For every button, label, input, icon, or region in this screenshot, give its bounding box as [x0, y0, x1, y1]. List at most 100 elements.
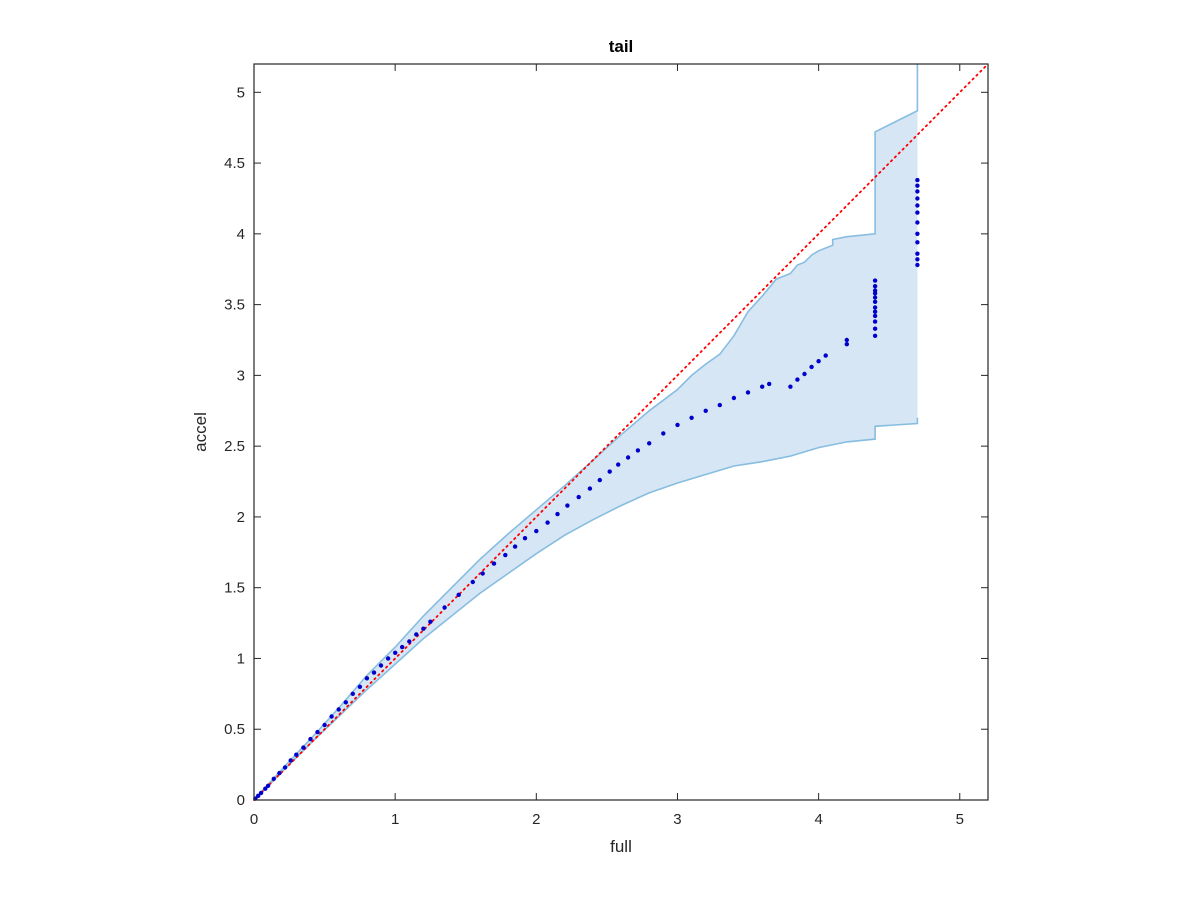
data-point [635, 448, 641, 453]
data-points-layer [253, 177, 920, 801]
y-tick-label: 1 [237, 650, 245, 667]
axes-frame [253, 63, 989, 801]
data-point [689, 415, 694, 420]
y-tick-label: 0 [237, 792, 245, 809]
data-point [545, 520, 550, 525]
data-point [277, 770, 282, 776]
data-point [731, 395, 737, 401]
data-point [357, 684, 363, 689]
data-point [625, 455, 631, 460]
data-point [480, 571, 485, 576]
x-tick-label: 3 [673, 811, 681, 828]
data-point [816, 359, 821, 364]
data-point [294, 752, 299, 757]
data-point [271, 776, 276, 781]
data-point [872, 305, 878, 310]
data-point [915, 251, 920, 256]
data-point [767, 381, 772, 387]
y-tick-label: 5 [237, 84, 245, 101]
data-point [503, 552, 508, 558]
data-point [378, 663, 384, 668]
y-tick-label: 0.5 [224, 721, 245, 738]
data-point [587, 486, 593, 491]
data-point [872, 313, 878, 319]
data-point [872, 326, 878, 331]
data-point [788, 384, 793, 389]
data-point [282, 765, 288, 770]
data-point [371, 670, 377, 675]
data-point [802, 371, 807, 377]
data-point [872, 299, 878, 304]
data-point [456, 592, 461, 597]
data-point [258, 790, 264, 796]
data-point [915, 196, 920, 201]
data-point [288, 758, 293, 763]
data-point [703, 408, 708, 413]
x-tick-label: 2 [532, 811, 540, 828]
data-point [872, 288, 878, 293]
data-point [647, 441, 652, 446]
data-point [915, 177, 920, 183]
data-point [265, 783, 271, 788]
data-point [393, 650, 398, 655]
data-point [565, 503, 570, 508]
data-point [607, 469, 612, 474]
data-point [675, 422, 680, 428]
data-point [915, 257, 920, 262]
y-axis-label: accel [191, 412, 210, 452]
data-point [315, 729, 320, 735]
data-point [915, 240, 920, 245]
data-point [760, 384, 765, 389]
data-point [421, 626, 426, 631]
data-point [512, 544, 518, 549]
x-tick-label: 5 [956, 811, 964, 828]
data-point [661, 431, 666, 436]
band-lower-edge [253, 417, 919, 801]
data-point [263, 786, 268, 791]
data-point [915, 220, 920, 225]
data-point [915, 262, 920, 268]
data-point [872, 295, 878, 300]
data-point [872, 309, 878, 314]
y-tick-label: 2.5 [224, 438, 245, 455]
x-tick-label: 4 [814, 811, 822, 828]
data-point [915, 231, 920, 236]
y-tick-label: 4 [237, 226, 245, 243]
data-point [414, 632, 419, 637]
data-point [823, 353, 828, 358]
data-point [301, 745, 306, 750]
data-point [534, 528, 539, 534]
data-point [576, 494, 581, 500]
y-tick-label: 2 [237, 509, 245, 526]
y-tick-label: 3.5 [224, 297, 245, 314]
data-point [428, 619, 433, 624]
x-axis-label: full [610, 837, 632, 856]
y-tick-label: 1.5 [224, 580, 245, 597]
data-point [717, 402, 722, 408]
data-point [616, 462, 621, 467]
data-point [491, 561, 497, 566]
data-point [522, 536, 528, 541]
data-point [256, 793, 261, 798]
data-point [385, 656, 391, 661]
y-tick-label: 3 [237, 367, 245, 384]
data-point [844, 337, 849, 343]
data-point [322, 722, 327, 728]
data-point [400, 644, 405, 650]
data-point [329, 714, 334, 719]
data-point [872, 284, 878, 289]
data-point [350, 691, 355, 696]
data-point [915, 183, 920, 188]
data-point [745, 390, 751, 395]
data-point [809, 364, 814, 370]
data-point [795, 377, 800, 382]
ticks-layer: 0 1 2 3 4 5 0 0.5 1 1.5 2 2.5 3 3.5 4 4.5 5 [224, 64, 988, 828]
data-point [844, 342, 849, 347]
data-point [343, 700, 348, 705]
chart-title: tail [609, 37, 634, 56]
data-point [915, 203, 920, 208]
data-point [872, 333, 878, 338]
confidence-band-fill [254, 64, 918, 800]
y-tick-label: 4.5 [224, 155, 245, 172]
